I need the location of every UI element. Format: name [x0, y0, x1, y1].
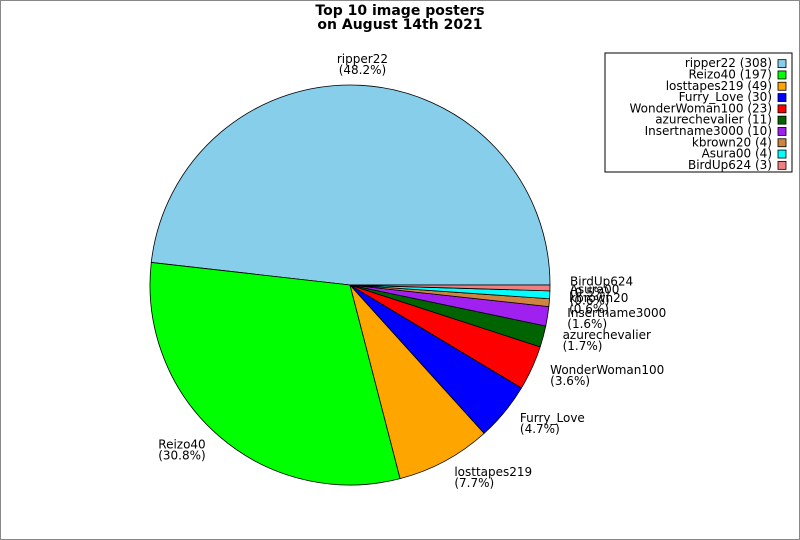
legend-label: kbrown20 (4) — [692, 135, 772, 149]
slice-value-label: (0.6%) — [569, 302, 609, 316]
legend-swatch — [777, 127, 787, 136]
slice-value-label: (1.7%) — [563, 339, 603, 353]
legend-swatch — [777, 104, 787, 114]
legend-label: azurechevalier (11) — [655, 113, 772, 127]
legend-label: losttapes219 (49) — [666, 79, 772, 93]
legend-swatch — [777, 160, 787, 170]
slice-label: azurechevalier — [563, 328, 651, 342]
slice-label: Furry_Love — [520, 411, 585, 425]
legend-swatch — [777, 81, 787, 91]
legend-swatch — [777, 70, 787, 80]
slice-value-label: (30.8%) — [158, 449, 205, 463]
chart-title: Top 10 image posters — [315, 3, 484, 19]
slice-label: kbrown20 — [569, 291, 628, 305]
legend-swatch — [777, 138, 787, 148]
slice-label: losttapes219 — [454, 465, 532, 479]
pie-slice — [150, 84, 551, 286]
slice-label: ripper22 — [337, 52, 388, 66]
legend-label: Furry_Love (30) — [679, 90, 772, 104]
slice-label: Asura00 — [570, 282, 620, 296]
slice-label: Insertname3000 — [567, 306, 666, 320]
slice-value-label: (3.6%) — [550, 374, 590, 388]
slice-value-label: (48.2%) — [339, 63, 386, 77]
slice-label: BirdUp624 — [570, 275, 633, 289]
slice-value-label: (0.5%) — [570, 286, 610, 300]
pie-slice — [149, 261, 401, 486]
legend-swatch — [777, 115, 787, 125]
legend-label: ripper22 (308) — [685, 56, 772, 70]
chart-title: on August 14th 2021 — [317, 17, 482, 33]
legend-label: Reizo40 (197) — [688, 67, 772, 81]
legend-label: BirdUp624 (3) — [688, 158, 772, 172]
legend-swatch — [777, 93, 787, 102]
slice-value-label: (4.7%) — [520, 422, 560, 436]
slice-value-label: (7.7%) — [454, 476, 494, 490]
slice-value-label: (1.6%) — [567, 317, 607, 331]
pie-slice — [349, 284, 485, 480]
legend-label: Insertname3000 (10) — [645, 124, 772, 138]
slice-value-label: (0.6%) — [570, 293, 610, 307]
slice-label: Reizo40 — [158, 438, 205, 452]
slice-label: WonderWoman100 — [550, 363, 664, 377]
legend-box — [604, 52, 793, 173]
legend-swatch — [777, 59, 787, 69]
pie-slice — [349, 284, 551, 292]
legend-label: Asura00 (4) — [702, 147, 772, 161]
legend-swatch — [777, 149, 787, 159]
legend-label: WonderWoman100 (23) — [629, 101, 772, 115]
